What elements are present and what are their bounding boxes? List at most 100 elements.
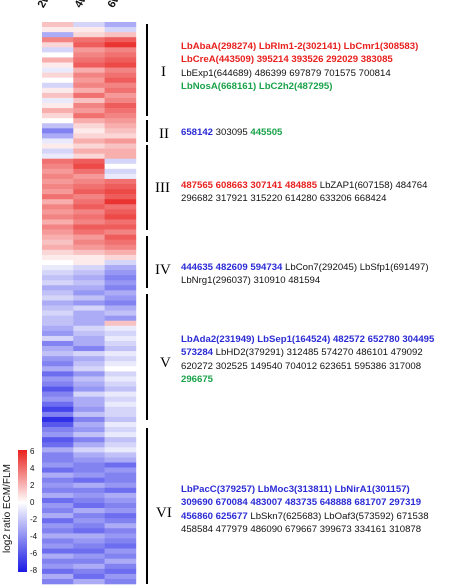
heatmap-cell [42, 558, 74, 565]
heatmap-cell [104, 492, 137, 499]
heatmap-cell [73, 143, 105, 149]
heatmap-cell [73, 335, 105, 342]
heatmap-cell [73, 97, 105, 104]
legend-tick-4: 4 [30, 464, 35, 473]
heatmap-cell [42, 320, 74, 327]
heatmap-cell [104, 578, 137, 585]
heatmap-cell [104, 447, 137, 453]
heatmap-cell [42, 346, 74, 352]
heatmap-cell [73, 447, 105, 453]
heatmap-cell [73, 427, 105, 433]
heatmap-cell [104, 173, 137, 180]
heatmap-cell [42, 482, 74, 489]
heatmap-cell [42, 184, 74, 190]
heatmap-cell [73, 548, 105, 554]
heatmap-cell [42, 325, 74, 332]
gene-list-IV: 444635 482609 594734 LbCon7(292045) LbSf… [181, 261, 429, 288]
heatmap-cell [104, 457, 137, 463]
heatmap-cell [104, 548, 137, 554]
heatmap-cell [104, 513, 137, 519]
heatmap-cell [73, 538, 105, 544]
heatmap-cell [42, 356, 74, 362]
cluster-label-IV: IV [155, 262, 171, 278]
gene-list-VI: LbPacC(379257) LbMoc3(313811) LbNirA1(30… [181, 483, 429, 537]
heatmap-cell [104, 77, 137, 84]
gene-text: LbPacC(379257) LbMoc3(313811) LbNirA1(30… [181, 484, 410, 495]
heatmap-cell [73, 72, 105, 78]
heatmap-cell [73, 42, 105, 48]
legend-tick-0: 0 [30, 498, 35, 507]
heatmap-cell [42, 518, 74, 524]
heatmap-cell [104, 118, 137, 124]
gene-text: LbZAP1(607158) 484764 [317, 180, 428, 191]
heatmap-cell [42, 462, 74, 468]
heatmap-cell [73, 194, 105, 200]
heatmap-cell [104, 502, 137, 509]
heatmap-cell [42, 22, 74, 28]
heatmap-cell [42, 421, 74, 428]
heatmap-cell [42, 340, 74, 347]
heatmap-cell [73, 391, 105, 397]
heatmap-cell [104, 416, 137, 423]
heatmap-cell [42, 533, 74, 539]
gene-text: 573284 [181, 347, 214, 359]
heatmap-cell [42, 573, 74, 580]
heatmap-cell [104, 386, 137, 392]
heatmap-cell [73, 285, 105, 291]
gene-line: 456860 625677 LbSkn7(625683) LbOaf3(5735… [181, 510, 429, 523]
gene-text: 620272 302525 149540 704012 623651 59538… [181, 360, 422, 372]
heatmap-cell [73, 432, 105, 438]
heatmap-cell [73, 533, 105, 539]
heatmap-cell [104, 249, 137, 256]
heatmap-cell [104, 259, 137, 266]
heatmap-cell [73, 204, 105, 210]
heatmap-cell [42, 437, 74, 443]
heatmap-cell [104, 209, 137, 215]
heatmap-cell [42, 62, 74, 68]
heatmap-cell [104, 113, 137, 119]
gene-text: 445505 [250, 127, 283, 138]
heatmap-cell [42, 52, 74, 58]
heatmap-cell [42, 290, 74, 296]
heatmap-cell [42, 508, 74, 514]
heatmap-cell [73, 163, 105, 170]
heatmap-cell [104, 351, 137, 357]
heatmap-cell [73, 295, 105, 301]
gene-text: LbAda2(231949) LbSep1(164524) 482572 652… [181, 334, 435, 345]
heatmap-cell [104, 47, 137, 53]
heatmap-cell [73, 523, 105, 529]
heatmap-cell [104, 528, 137, 534]
legend-tick-neg6: -6 [30, 549, 38, 558]
heatmap-cell [42, 477, 74, 484]
heatmap-cell [104, 239, 137, 246]
heatmap-cell [73, 52, 105, 58]
heatmap-cell [42, 502, 74, 509]
heatmap-cell [73, 27, 105, 33]
gene-text: LbCon7(292045) LbSfp1(691497) [282, 262, 429, 273]
heatmap-cell [104, 568, 137, 575]
heatmap-cell [104, 335, 137, 342]
gene-text: LbAbaA(298274) LbRlm1-2(302141) LbCmr1(3… [181, 41, 419, 52]
heatmap-cell [104, 558, 137, 565]
heatmap-cell [104, 462, 137, 468]
legend-color-bar [18, 450, 27, 572]
heatmap-cell [42, 224, 74, 230]
heatmap-cell [73, 452, 105, 458]
heatmap-cell [73, 573, 105, 580]
heatmap-cell [73, 416, 105, 423]
heatmap-cell [73, 22, 105, 28]
heatmap-cell [42, 113, 74, 119]
heatmap-cell [104, 396, 137, 403]
heatmap-cell [42, 386, 74, 392]
heatmap-cell [73, 229, 105, 235]
heatmap-cell [73, 487, 105, 494]
heatmap-cell [73, 502, 105, 509]
heatmap-cell [42, 82, 74, 89]
heatmap-cell [104, 411, 137, 418]
heatmap-cell [73, 234, 105, 241]
heatmap-cell [73, 209, 105, 215]
heatmap-cell [73, 371, 105, 377]
heatmap-cell [42, 447, 74, 453]
heatmap-cell [73, 67, 105, 73]
heatmap-cell [42, 543, 74, 549]
